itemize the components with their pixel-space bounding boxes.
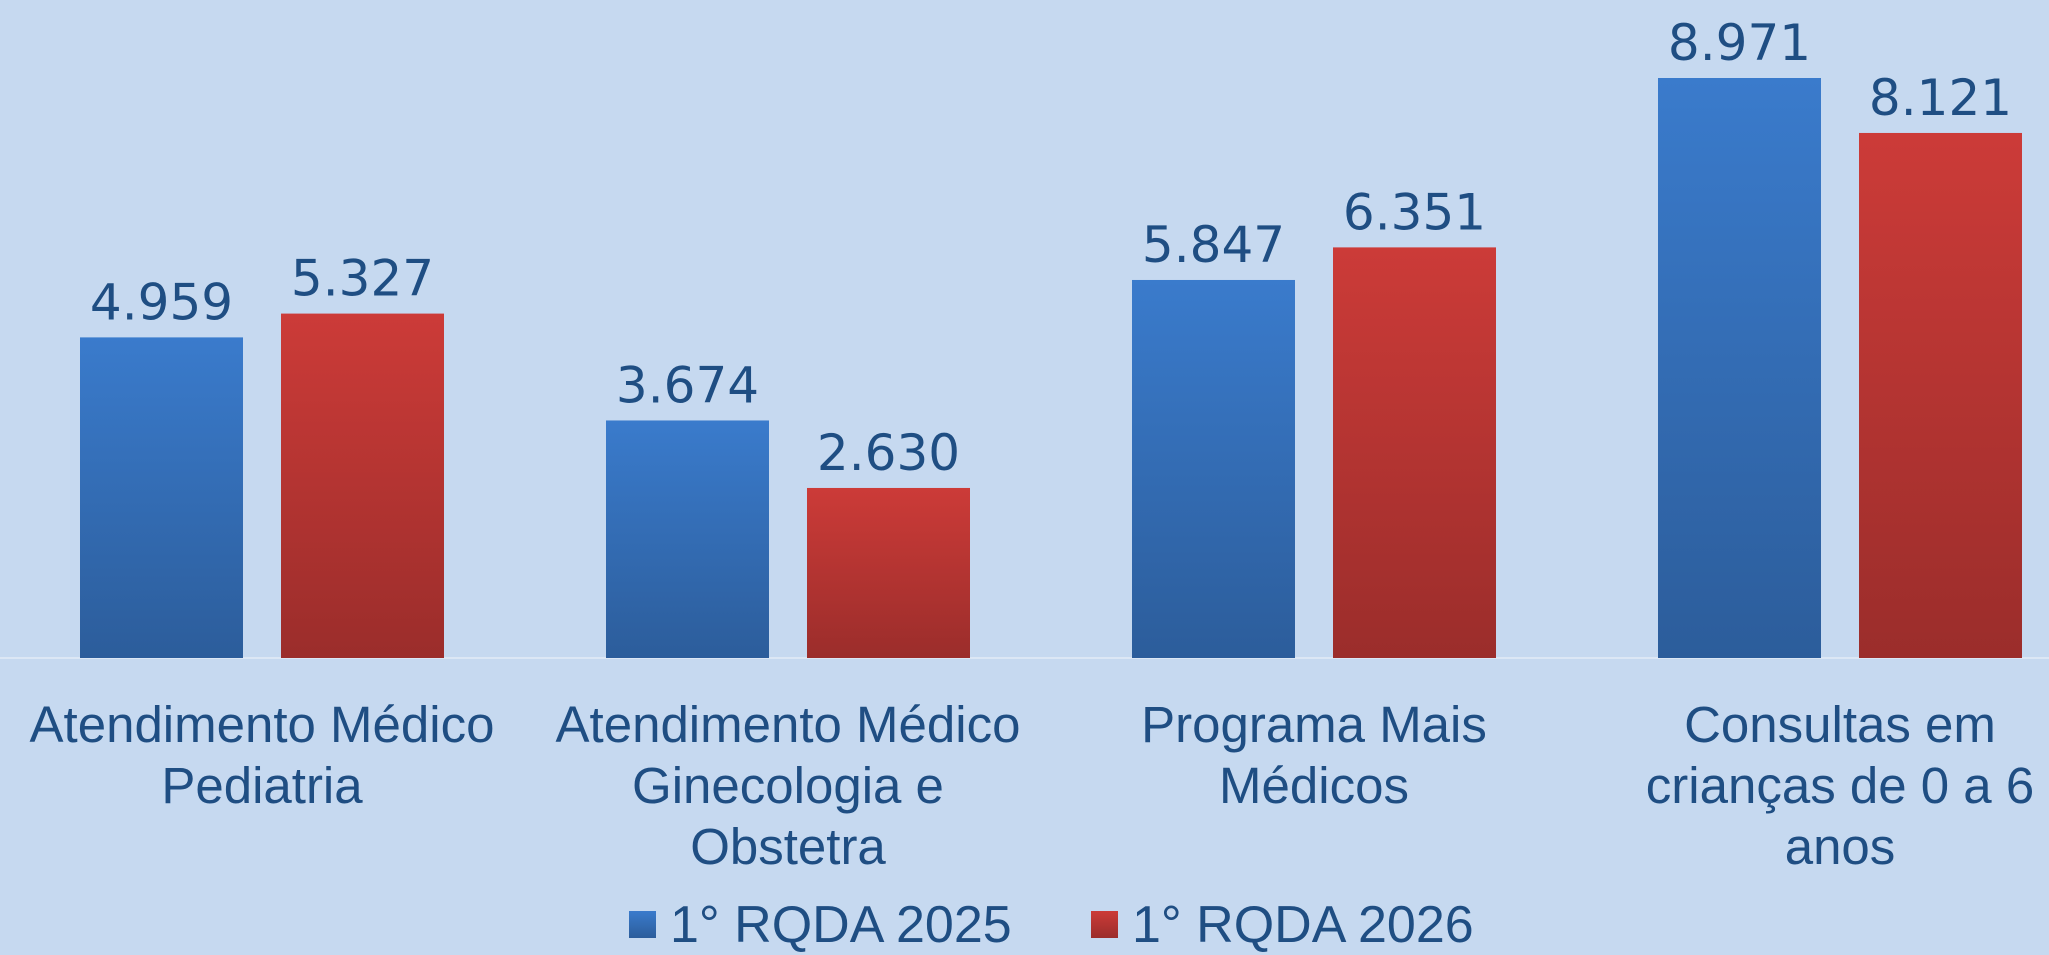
- legend-label: 1° RQDA 2026: [1132, 896, 1474, 954]
- value-label: 3.674: [616, 356, 759, 414]
- value-label: 8.971: [1668, 14, 1811, 72]
- category-label: Consultas em crianças de 0 a 6 anos: [1645, 696, 2035, 875]
- legend-swatch: [1091, 911, 1118, 938]
- legend-item: 1° RQDA 2026: [1091, 895, 1474, 955]
- bar: [1859, 132, 2022, 659]
- value-label: 5.847: [1142, 216, 1285, 274]
- legend-swatch: [629, 911, 656, 938]
- value-label: 8.121: [1869, 69, 2012, 127]
- legend-label: 1° RQDA 2025: [670, 896, 1012, 954]
- value-label: 5.327: [291, 250, 434, 308]
- value-label: 6.351: [1343, 183, 1486, 241]
- value-label: 4.959: [90, 273, 233, 331]
- bar: [80, 337, 243, 658]
- bar: [1658, 78, 1821, 658]
- category-label: Programa Mais Médicos: [1141, 696, 1487, 814]
- category-label: Atendimento Médico Pediatria: [29, 696, 495, 814]
- category-label: Atendimento Médico Ginecologia e Obstetr…: [555, 696, 1021, 875]
- bar: [1132, 279, 1295, 658]
- value-label: 2.630: [817, 424, 960, 482]
- bar: [807, 487, 970, 658]
- bar: [281, 313, 444, 658]
- bar: [606, 420, 769, 658]
- legend-item: 1° RQDA 2025: [629, 895, 1012, 955]
- bar: [1333, 247, 1496, 658]
